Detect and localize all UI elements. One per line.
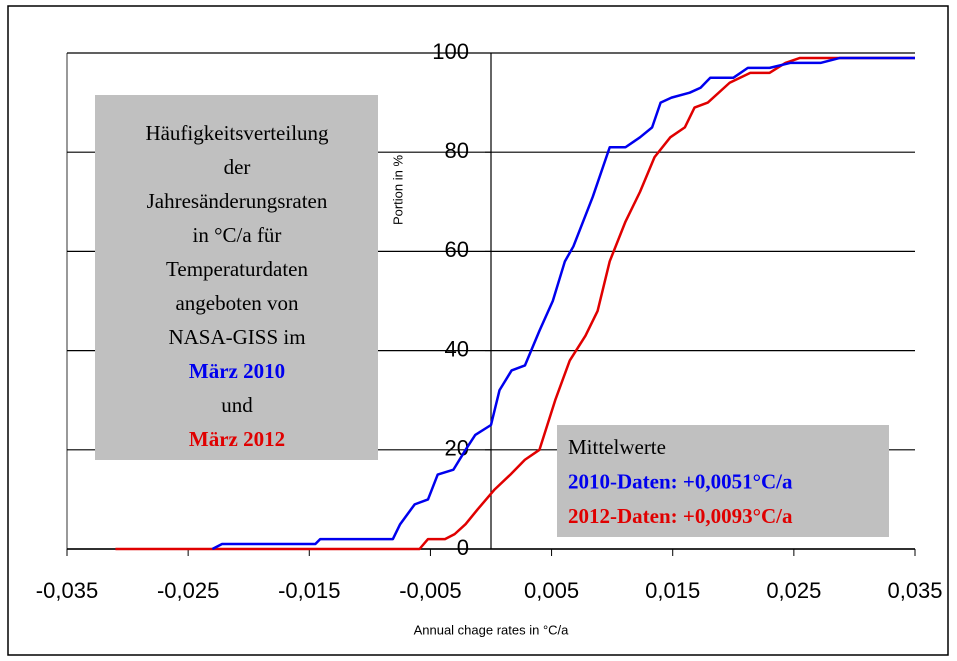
x-tick-label: 0,015: [645, 578, 700, 603]
y-tick-label: 60: [445, 237, 469, 262]
annotation-text: März 2010: [189, 359, 285, 383]
x-tick-label: -0,015: [278, 578, 340, 603]
annotation-text: der: [224, 155, 251, 179]
y-tick-label: 100: [432, 39, 469, 64]
y-tick-label: 80: [445, 138, 469, 163]
x-tick-label: 0,025: [766, 578, 821, 603]
x-tick-label: -0,025: [157, 578, 219, 603]
x-tick-label: 0,035: [887, 578, 942, 603]
series-line: [211, 56, 915, 551]
annotation-text: 2012-Daten: +0,0093°C/a: [568, 504, 793, 528]
annotation-text: Häufigkeitsverteilung: [145, 121, 329, 145]
annotation-text: angeboten von: [175, 291, 299, 315]
annotation-box: [557, 425, 889, 537]
annotation-text: Temperaturdaten: [166, 257, 308, 281]
annotation-text: und: [221, 393, 253, 417]
annotation-text: in °C/a für: [193, 223, 282, 247]
annotation-box: [95, 95, 378, 460]
series-line: [115, 56, 915, 551]
y-axis-title: Portion in %: [390, 155, 405, 226]
x-axis-title: Annual chage rates in °C/a: [414, 622, 570, 637]
annotation-text: 2010-Daten: +0,0051°C/a: [568, 469, 793, 493]
y-tick-label: 20: [445, 436, 469, 461]
x-tick-label: -0,035: [36, 578, 98, 603]
annotation-text: NASA-GISS im: [168, 325, 305, 349]
annotation-text: März 2012: [189, 427, 285, 451]
y-tick-label: 0: [457, 535, 469, 560]
annotation-text: Jahresänderungsraten: [147, 189, 328, 213]
y-tick-label: 40: [445, 336, 469, 361]
annotation-text: Mittelwerte: [568, 435, 666, 459]
x-tick-label: -0,005: [399, 578, 461, 603]
x-tick-label: 0,005: [524, 578, 579, 603]
